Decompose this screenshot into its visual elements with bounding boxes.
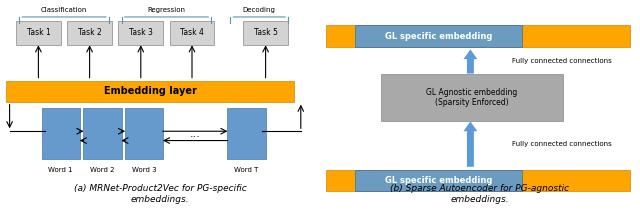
Text: GL specific embedding: GL specific embedding (385, 176, 492, 185)
Text: Task 4: Task 4 (180, 28, 204, 37)
FancyBboxPatch shape (67, 21, 112, 45)
FancyBboxPatch shape (118, 21, 163, 45)
FancyBboxPatch shape (355, 25, 522, 47)
FancyBboxPatch shape (16, 21, 61, 45)
Text: Fully connected connections: Fully connected connections (512, 141, 612, 147)
Text: Word T: Word T (234, 167, 259, 173)
Text: Decoding: Decoding (243, 7, 276, 13)
Text: GL specific embedding: GL specific embedding (385, 32, 492, 40)
Text: Word 2: Word 2 (90, 167, 115, 173)
FancyArrowPatch shape (463, 49, 477, 74)
Text: (b) Sparse Autoencoder for PG-agnostic
embeddings.: (b) Sparse Autoencoder for PG-agnostic e… (390, 184, 570, 204)
FancyBboxPatch shape (227, 108, 266, 159)
Text: Embedding layer: Embedding layer (104, 86, 197, 96)
Text: Task 1: Task 1 (26, 28, 51, 37)
Text: Regression: Regression (147, 7, 186, 13)
FancyBboxPatch shape (326, 25, 630, 47)
FancyBboxPatch shape (170, 21, 214, 45)
Text: Classification: Classification (41, 7, 87, 13)
FancyBboxPatch shape (6, 81, 294, 102)
Text: Word 1: Word 1 (49, 167, 73, 173)
Text: (a) MRNet-Product2Vec for PG-specific
embeddings.: (a) MRNet-Product2Vec for PG-specific em… (74, 184, 246, 204)
Text: ...: ... (190, 128, 200, 139)
FancyBboxPatch shape (243, 21, 288, 45)
Text: Fully connected connections: Fully connected connections (512, 59, 612, 64)
FancyBboxPatch shape (42, 108, 80, 159)
Text: Word 3: Word 3 (132, 167, 156, 173)
Text: GL Agnostic embedding
(Sparsity Enforced): GL Agnostic embedding (Sparsity Enforced… (426, 88, 518, 107)
FancyBboxPatch shape (355, 170, 522, 191)
FancyBboxPatch shape (381, 74, 563, 121)
FancyBboxPatch shape (125, 108, 163, 159)
Text: Task 3: Task 3 (129, 28, 153, 37)
Text: Task 2: Task 2 (77, 28, 102, 37)
FancyArrowPatch shape (463, 121, 477, 167)
Text: Task 5: Task 5 (253, 28, 278, 37)
FancyBboxPatch shape (326, 170, 630, 191)
FancyBboxPatch shape (83, 108, 122, 159)
